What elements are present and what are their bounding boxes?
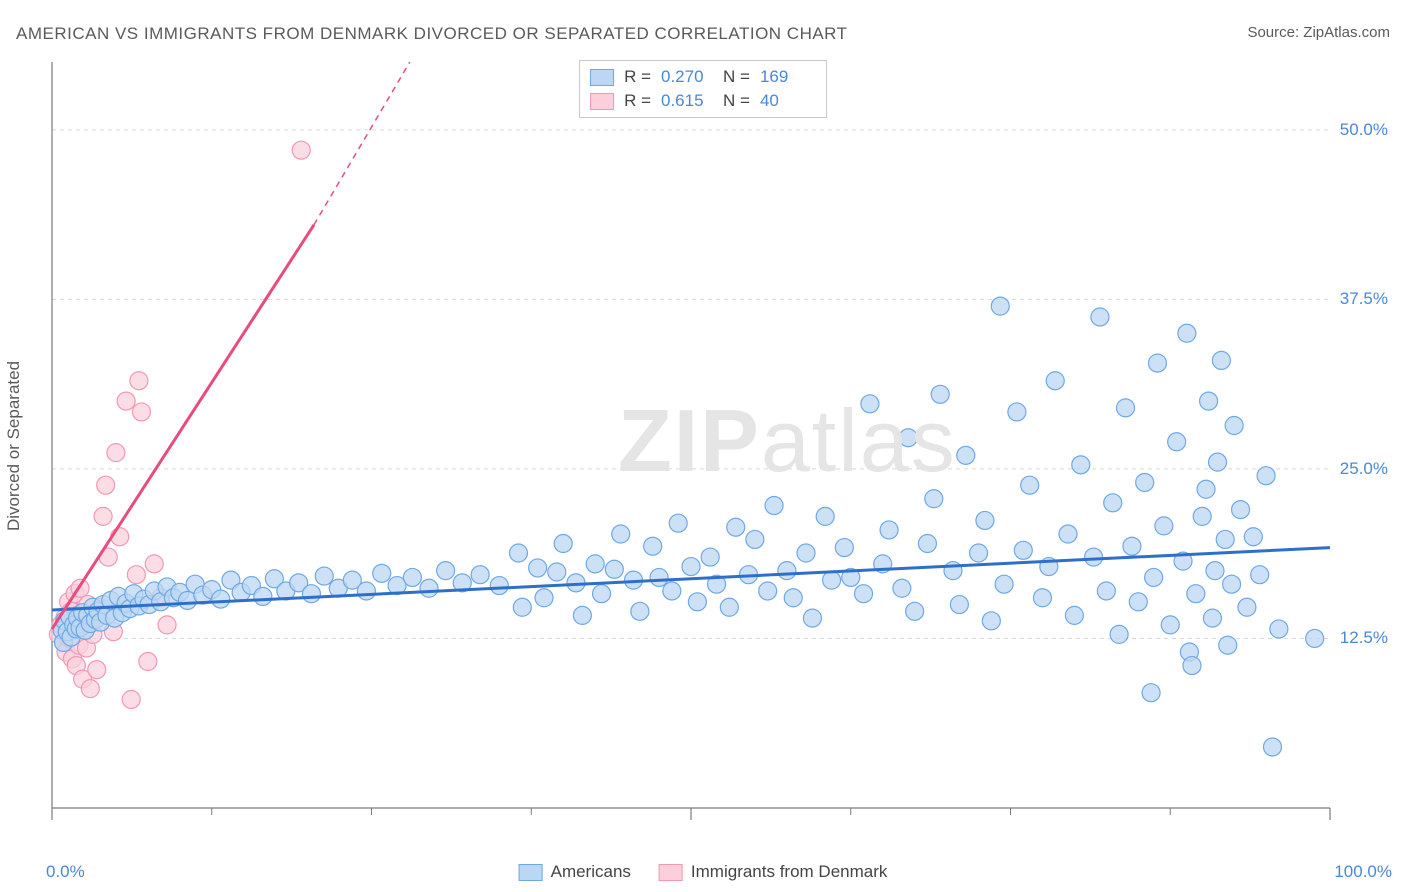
stat-label-n: N = — [723, 67, 750, 87]
chart-container: AMERICAN VS IMMIGRANTS FROM DENMARK DIVO… — [0, 0, 1406, 892]
chart-source: Source: ZipAtlas.com — [1247, 24, 1390, 41]
plot-svg — [48, 58, 1388, 836]
stat-r-denmark: 0.615 — [661, 91, 713, 111]
swatch-denmark — [590, 93, 614, 110]
legend-series: Americans Immigrants from Denmark — [519, 862, 888, 882]
stat-n-americans: 169 — [760, 67, 812, 87]
swatch-americans — [590, 69, 614, 86]
stat-label-n: N = — [723, 91, 750, 111]
legend-label-americans: Americans — [551, 862, 631, 882]
legend-item-americans: Americans — [519, 862, 631, 882]
legend-stats-row-denmark: R = 0.615 N = 40 — [590, 91, 812, 111]
legend-item-denmark: Immigrants from Denmark — [659, 862, 887, 882]
swatch-americans — [519, 864, 543, 881]
stat-label-r: R = — [624, 67, 651, 87]
stat-r-americans: 0.270 — [661, 67, 713, 87]
legend-label-denmark: Immigrants from Denmark — [691, 862, 887, 882]
y-tick-label: 12.5% — [1340, 628, 1388, 648]
stat-n-denmark: 40 — [760, 91, 812, 111]
y-tick-label: 25.0% — [1340, 459, 1388, 479]
stat-label-r: R = — [624, 91, 651, 111]
y-tick-label: 50.0% — [1340, 120, 1388, 140]
x-axis-label-min: 0.0% — [46, 862, 85, 882]
y-axis-label: Divorced or Separated — [4, 361, 24, 531]
plot-area — [48, 58, 1388, 836]
legend-stats-row-americans: R = 0.270 N = 169 — [590, 67, 812, 87]
swatch-denmark — [659, 864, 683, 881]
x-axis-label-max: 100.0% — [1334, 862, 1392, 882]
legend-stats: R = 0.270 N = 169 R = 0.615 N = 40 — [579, 60, 827, 118]
chart-title: AMERICAN VS IMMIGRANTS FROM DENMARK DIVO… — [16, 24, 848, 44]
y-tick-label: 37.5% — [1340, 289, 1388, 309]
